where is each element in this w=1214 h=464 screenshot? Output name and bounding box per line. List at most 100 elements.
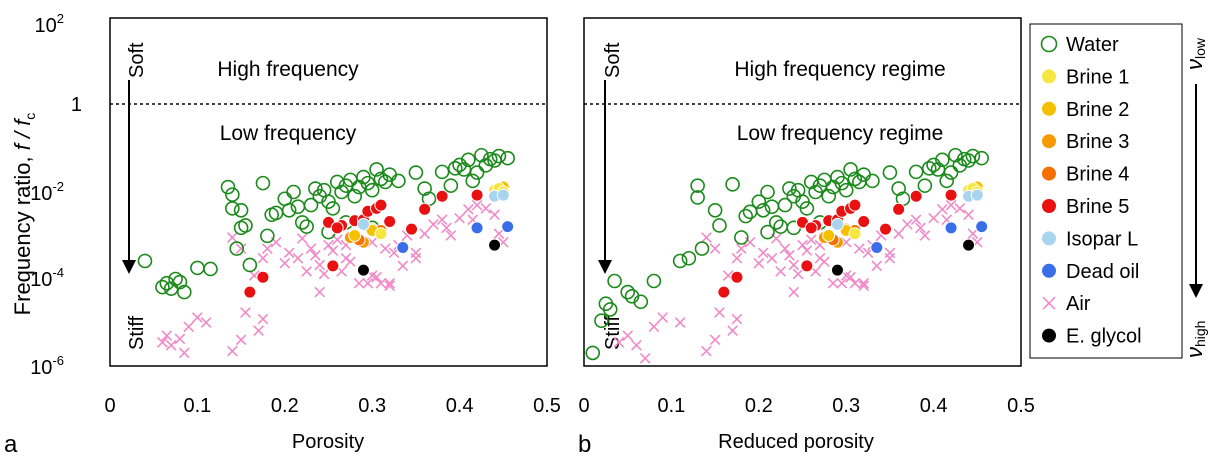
point-air-a-19 [279, 257, 291, 269]
point-air-b-53 [936, 203, 948, 215]
point-water-a-6 [176, 284, 192, 300]
point-water-b-57 [948, 147, 963, 163]
point-brine5-b-15 [804, 221, 818, 235]
point-air-a-51 [441, 222, 452, 234]
point-water-b-54 [935, 152, 950, 168]
point-water-b-50 [917, 178, 933, 193]
point-air-a-48 [419, 228, 431, 240]
point-air-a-10 [240, 307, 251, 318]
point-water-b-4 [607, 273, 622, 289]
point-air-b-29 [805, 234, 817, 246]
legend-label-brine2: Brine 2 [1066, 99, 1129, 121]
point-brine5-a-0 [243, 285, 257, 299]
x-tick-label-a-3: 0.3 [358, 395, 386, 417]
point-water-b-53 [930, 162, 946, 177]
point-glycol-b-0 [830, 263, 844, 277]
point-water-a-55 [461, 152, 476, 168]
point-water-a-16 [242, 257, 258, 273]
point-air-b-23 [779, 243, 791, 254]
point-brine5-b-12 [909, 189, 923, 203]
y-tick-labels: 102 1 10-2 10-4 10-6 [30, 11, 82, 379]
point-air-b-63 [858, 280, 870, 292]
point-water-a-18 [260, 228, 275, 244]
point-brine5-b-10 [879, 222, 893, 236]
point-deadoil-b-0 [870, 240, 884, 254]
x-tick-label-b-1: 0.1 [657, 395, 685, 417]
point-brine5-b-9 [857, 214, 871, 228]
point-water-a-41 [364, 182, 380, 198]
x-tick-label-a-5: 0.5 [533, 395, 561, 417]
point-brine5-b-1 [730, 270, 744, 284]
point-air-b-5 [657, 312, 669, 323]
point-air-b-50 [915, 222, 926, 234]
point-water-b-15 [712, 218, 727, 233]
point-water-a-12 [229, 241, 245, 256]
point-air-a-49 [428, 219, 439, 230]
point-air-b-25 [788, 286, 800, 298]
point-water-b-51 [921, 161, 937, 176]
panel-a-marks [137, 147, 515, 359]
point-water-a-9 [220, 179, 236, 195]
point-water-a-11 [225, 201, 240, 216]
point-air-a-5 [183, 321, 195, 333]
point-air-a-20 [283, 247, 295, 259]
y-tick-label-1: 1 [71, 94, 82, 116]
point-water-a-28 [308, 181, 323, 196]
point-air-b-19 [757, 247, 769, 259]
point-water-a-37 [347, 188, 363, 204]
panel-a-x-axis-label: Porosity [292, 431, 364, 453]
legend-label-glycol: E. glycol [1066, 326, 1142, 348]
legend-label-air: Air [1066, 293, 1091, 315]
legend-marker-brine2 [1041, 100, 1057, 117]
point-brine5-b-13 [944, 188, 958, 202]
legend-marker-deadoil [1041, 262, 1057, 279]
point-air-a-3 [174, 333, 186, 345]
y-tick-label-100: 102 [35, 11, 64, 37]
point-air-b-11 [731, 313, 743, 325]
point-water-b-55 [939, 173, 955, 189]
legend-label-brine5: Brine 5 [1066, 196, 1129, 218]
panel-b-soft-label: Soft [602, 42, 624, 78]
point-water-a-42 [369, 162, 384, 177]
x-tick-label-a-2: 0.2 [271, 395, 299, 417]
point-water-b-42 [847, 171, 863, 187]
point-air-b-12 [700, 232, 712, 243]
point-air-a-1 [161, 330, 173, 341]
point-water-b-20 [751, 194, 767, 209]
point-air-a-25 [310, 249, 321, 261]
point-air-b-6 [674, 317, 686, 328]
point-water-a-32 [325, 201, 341, 216]
legend-item-brine3: Brine 3 [1041, 131, 1129, 153]
point-water-a-52 [447, 161, 463, 176]
point-brine2-a-2 [348, 229, 362, 242]
panel-b-frame [583, 17, 1022, 367]
point-water-a-20 [268, 205, 284, 221]
legend-item-air: Air [1042, 293, 1091, 315]
point-air-a-40 [375, 277, 387, 289]
point-air-b-61 [814, 252, 826, 264]
legend-item-brine1: Brine 1 [1041, 66, 1129, 88]
point-water-b-63 [760, 224, 775, 240]
point-brine2-b-2 [822, 229, 836, 242]
point-air-a-23 [301, 265, 313, 277]
point-water-b-52 [926, 157, 941, 173]
point-water-b-11 [690, 178, 705, 193]
point-water-b-56 [943, 165, 959, 180]
point-air-b-39 [849, 277, 861, 289]
point-water-a-17 [255, 175, 271, 191]
point-water-b-23 [764, 199, 780, 214]
legend-item-deadoil: Dead oil [1041, 261, 1139, 283]
point-water-b-10 [681, 250, 697, 266]
point-water-a-4 [168, 271, 183, 287]
point-air-b-15 [731, 252, 743, 264]
point-air-b-47 [893, 228, 905, 240]
point-brine5-b-11 [892, 202, 906, 216]
point-water-a-53 [452, 157, 467, 173]
point-air-a-45 [397, 260, 409, 272]
point-water-b-61 [965, 148, 981, 164]
point-air-a-47 [410, 247, 422, 259]
point-water-b-8 [646, 273, 662, 289]
point-air-b-28 [801, 245, 813, 256]
point-air-a-7 [200, 317, 212, 328]
